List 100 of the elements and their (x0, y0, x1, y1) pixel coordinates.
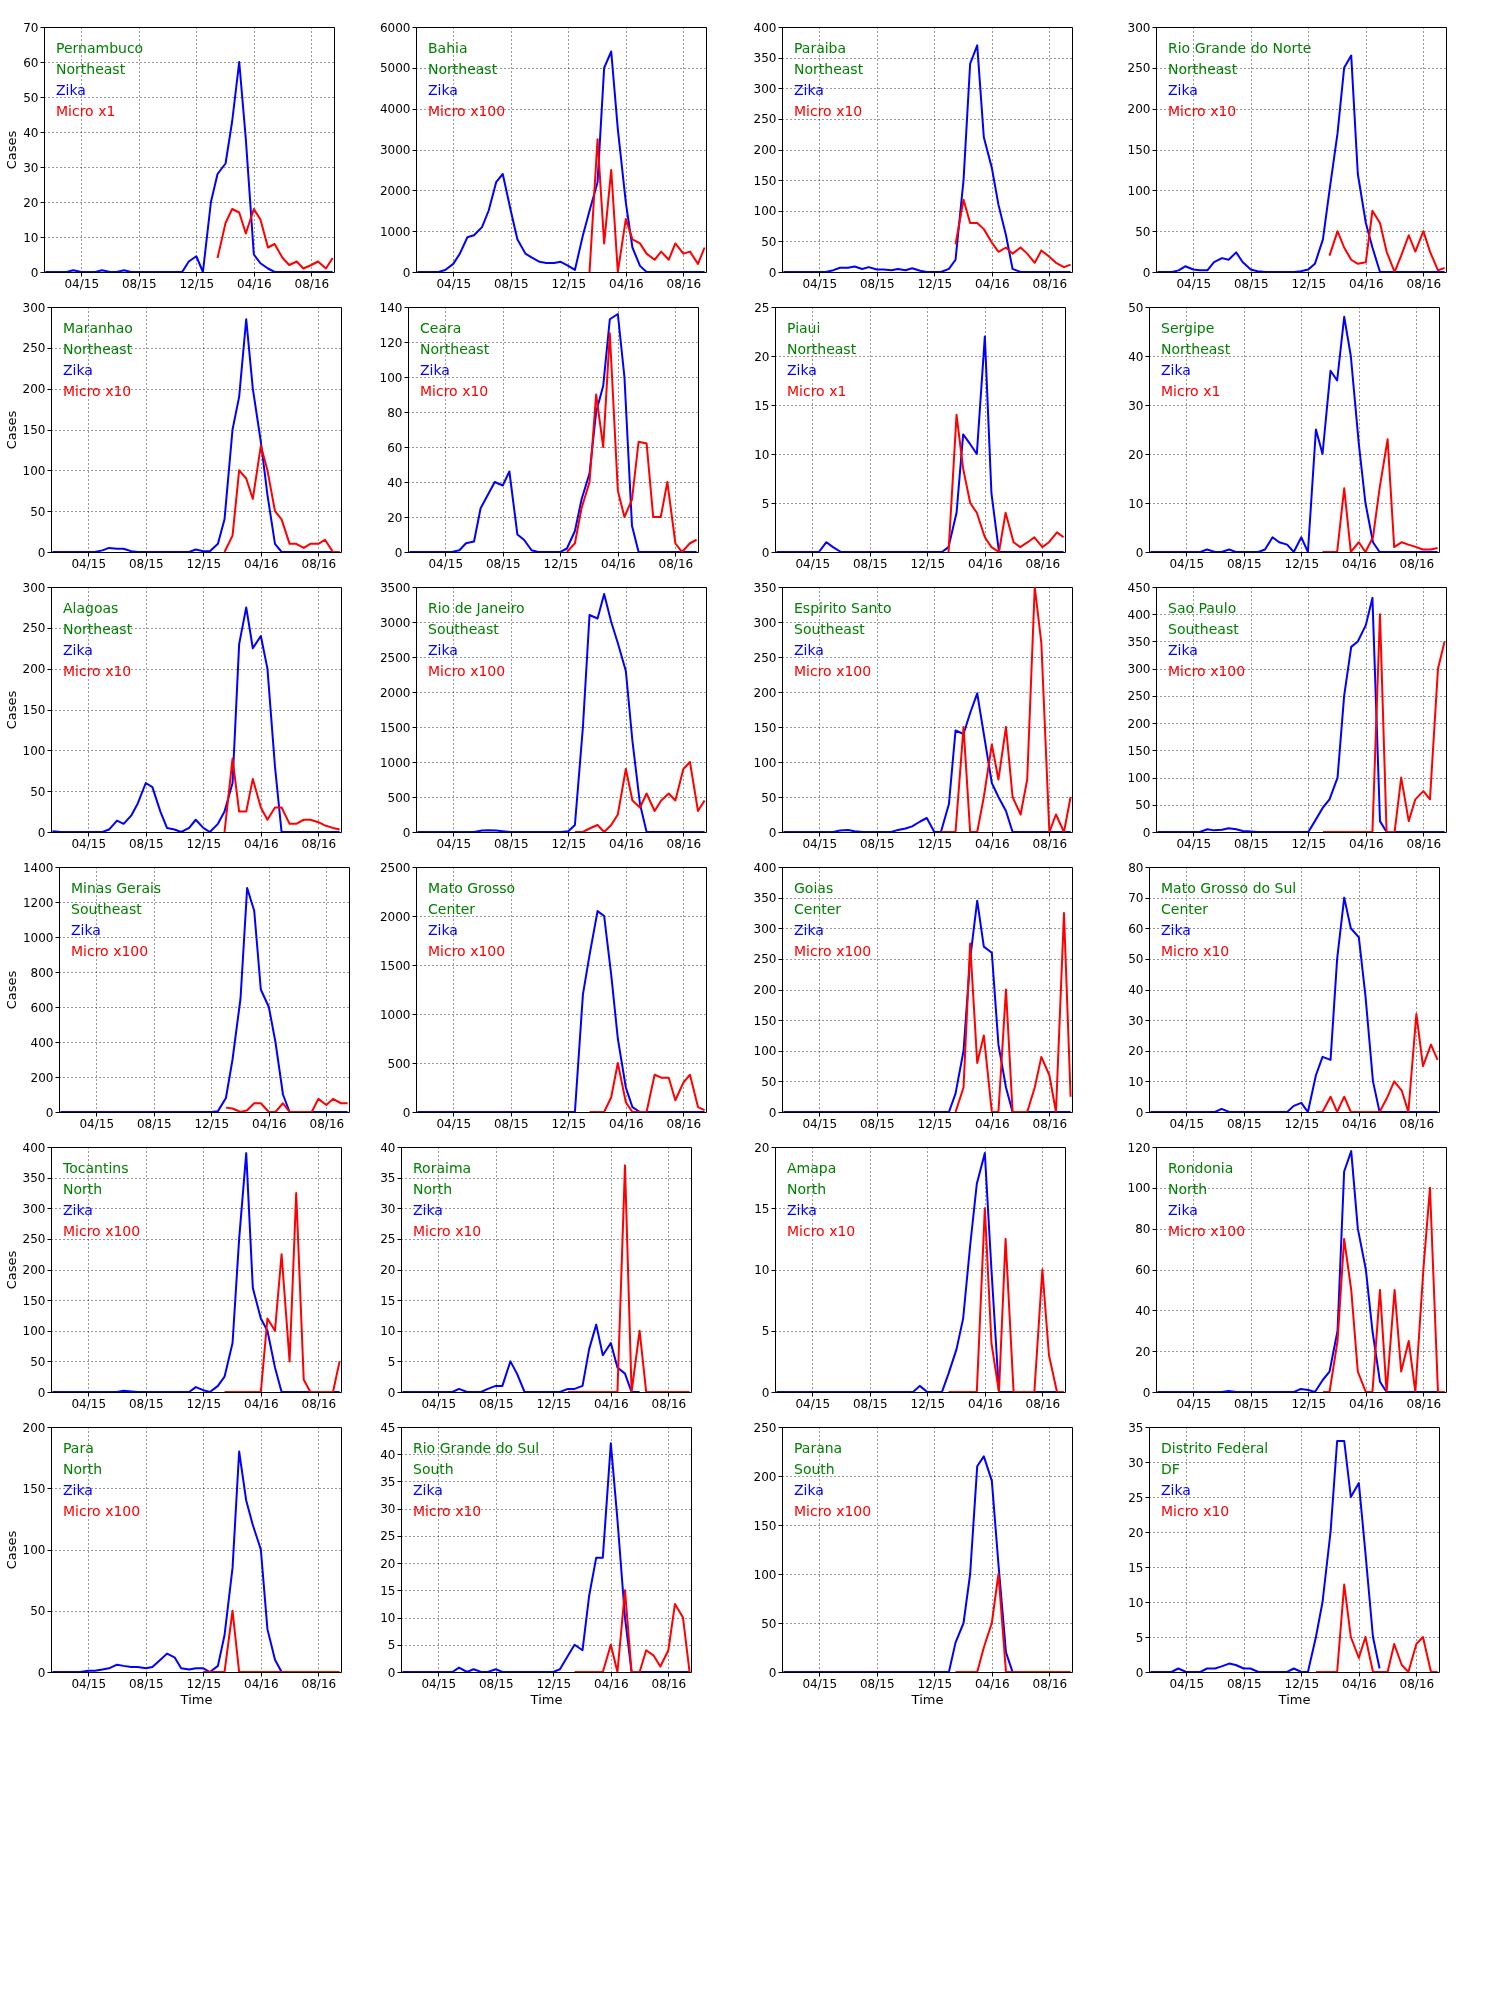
y-tick-label: 100 (1127, 183, 1151, 198)
line-series (954, 198, 1072, 269)
y-tick-label: 150 (22, 423, 46, 437)
y-tick-label: 1000 (379, 1007, 411, 1022)
y-tick-label: 0 (1142, 265, 1151, 280)
x-tick-label: 04/15 (71, 556, 107, 571)
y-tick-label: 50 (1128, 952, 1144, 967)
x-tick-label: 04/16 (252, 1116, 287, 1131)
y-tick-label: 150 (22, 1293, 46, 1308)
x-tick-label: 08/16 (1032, 1116, 1068, 1131)
y-tick-label: 400 (1127, 607, 1151, 622)
y-tick-label: 200 (1127, 716, 1151, 731)
x-tick-label: 08/16 (1032, 836, 1068, 851)
y-tick-label: 250 (22, 621, 46, 636)
text: Center (428, 901, 476, 917)
y-tick-label: 400 (30, 1035, 54, 1050)
text: Goias (794, 880, 834, 896)
y-tick-label: 45 (380, 1420, 396, 1435)
y-tick-label: 800 (30, 965, 54, 980)
x-tick-label: 04/15 (71, 1676, 107, 1691)
line-series (573, 761, 706, 832)
x-tick-label: 08/16 (301, 836, 337, 851)
line-series (1321, 1186, 1446, 1392)
y-tick-label: 250 (22, 1232, 46, 1247)
line-series (51, 1152, 341, 1392)
text: Southeast (428, 621, 500, 637)
line-series (1149, 896, 1439, 1112)
y-axis-title: Cases (3, 410, 19, 450)
y-axis-title: Cases (3, 1530, 19, 1570)
x-tick-label: 04/15 (1176, 836, 1212, 851)
y-tick-label: 0 (1142, 1385, 1151, 1400)
y-tick-label: 150 (22, 703, 46, 717)
text: Zika (787, 1202, 817, 1218)
text: Micro x10 (794, 103, 863, 119)
y-tick-label: 40 (1128, 983, 1144, 997)
text: Micro x100 (71, 943, 149, 959)
text: Zika (56, 82, 86, 98)
y-tick-label: 150 (1127, 143, 1151, 157)
y-tick-label: 0 (394, 545, 403, 560)
y-tick-label: 0 (768, 1105, 777, 1120)
y-tick-label: 300 (1127, 662, 1151, 677)
text: Zika (428, 82, 458, 98)
text: Zika (787, 362, 817, 378)
y-tick-label: 0 (37, 1385, 46, 1400)
y-tick-label: 100 (753, 1567, 777, 1582)
x-tick-label: 12/15 (551, 836, 587, 851)
line-series (782, 692, 1072, 832)
text: Northeast (787, 341, 857, 357)
x-tick-label: 04/15 (421, 1676, 457, 1691)
x-tick-label: 04/16 (244, 1676, 279, 1691)
x-tick-label: 08/15 (1233, 1396, 1269, 1411)
text: Rio Grande do Sul (413, 1440, 540, 1456)
y-tick-label: 0 (37, 545, 46, 560)
x-tick-label: 08/16 (1025, 1396, 1061, 1411)
y-tick-label: 350 (753, 580, 777, 595)
text: Micro x100 (428, 103, 506, 119)
x-tick-label: 12/15 (917, 1116, 953, 1131)
x-tick-label: 12/15 (194, 1116, 230, 1131)
line-series (1156, 596, 1446, 832)
y-tick-label: 100 (753, 204, 777, 219)
text: Zika (1161, 922, 1191, 938)
y-tick-label: 200 (753, 685, 777, 700)
x-tick-label: 04/16 (975, 1116, 1010, 1131)
x-tick-label: 12/15 (1284, 556, 1320, 571)
x-tick-label: 04/15 (802, 276, 838, 291)
text: Ceara (420, 320, 462, 336)
line-series (954, 911, 1072, 1112)
text: North (413, 1181, 453, 1197)
x-tick-label: 12/15 (543, 556, 579, 571)
y-tick-label: 30 (23, 160, 39, 175)
y-tick-label: 10 (380, 1324, 396, 1339)
y-tick-label: 35 (380, 1474, 396, 1489)
y-tick-label: 0 (402, 1105, 411, 1120)
y-tick-label: 30 (380, 1201, 396, 1216)
y-tick-label: 200 (30, 1070, 54, 1085)
line-series (1314, 1013, 1439, 1112)
x-tick-label: 04/16 (1349, 1396, 1384, 1411)
text: Zika (794, 82, 824, 98)
y-tick-label: 100 (22, 463, 46, 478)
y-tick-label: 250 (753, 1420, 777, 1435)
y-tick-label: 3000 (379, 615, 411, 630)
text: Amapa (787, 1160, 837, 1176)
y-tick-label: 20 (754, 349, 770, 364)
y-tick-label: 150 (22, 1481, 46, 1496)
text: Zika (794, 922, 824, 938)
y-tick-label: 0 (1135, 545, 1144, 560)
y-tick-label: 30 (1128, 1455, 1144, 1470)
x-tick-label: 04/15 (428, 556, 464, 571)
line-series (1321, 613, 1446, 832)
y-tick-label: 200 (753, 143, 777, 157)
y-tick-label: 0 (387, 1385, 396, 1400)
text: North (63, 1461, 103, 1477)
y-tick-label: 20 (754, 1140, 770, 1155)
y-tick-label: 300 (22, 300, 46, 315)
y-axis-title: Cases (3, 1250, 19, 1290)
x-tick-label: 04/16 (975, 836, 1010, 851)
y-tick-label: 35 (380, 1171, 396, 1186)
text: Zika (420, 362, 450, 378)
y-tick-label: 10 (380, 1611, 396, 1626)
y-tick-label: 5 (387, 1354, 396, 1369)
